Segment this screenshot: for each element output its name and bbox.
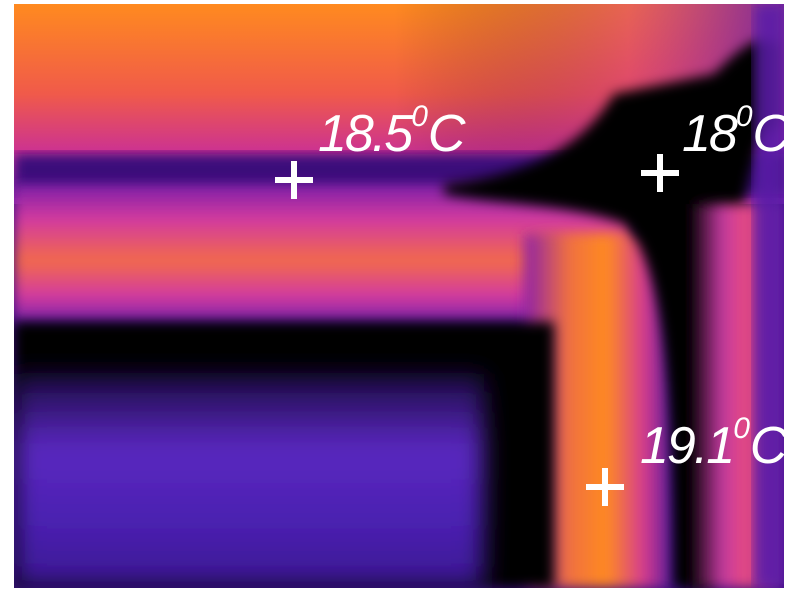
thermal-image: [14, 4, 784, 588]
temperature-label: 180C: [682, 100, 784, 163]
temperature-label: 18.50C: [318, 100, 465, 163]
crosshair-marker: [586, 468, 624, 506]
temperature-label: 19.10C: [640, 412, 784, 475]
crosshair-marker: [275, 161, 313, 199]
thermal-image-frame: 18.50C 180C 19.10C: [14, 4, 784, 588]
crosshair-marker: [641, 154, 679, 192]
